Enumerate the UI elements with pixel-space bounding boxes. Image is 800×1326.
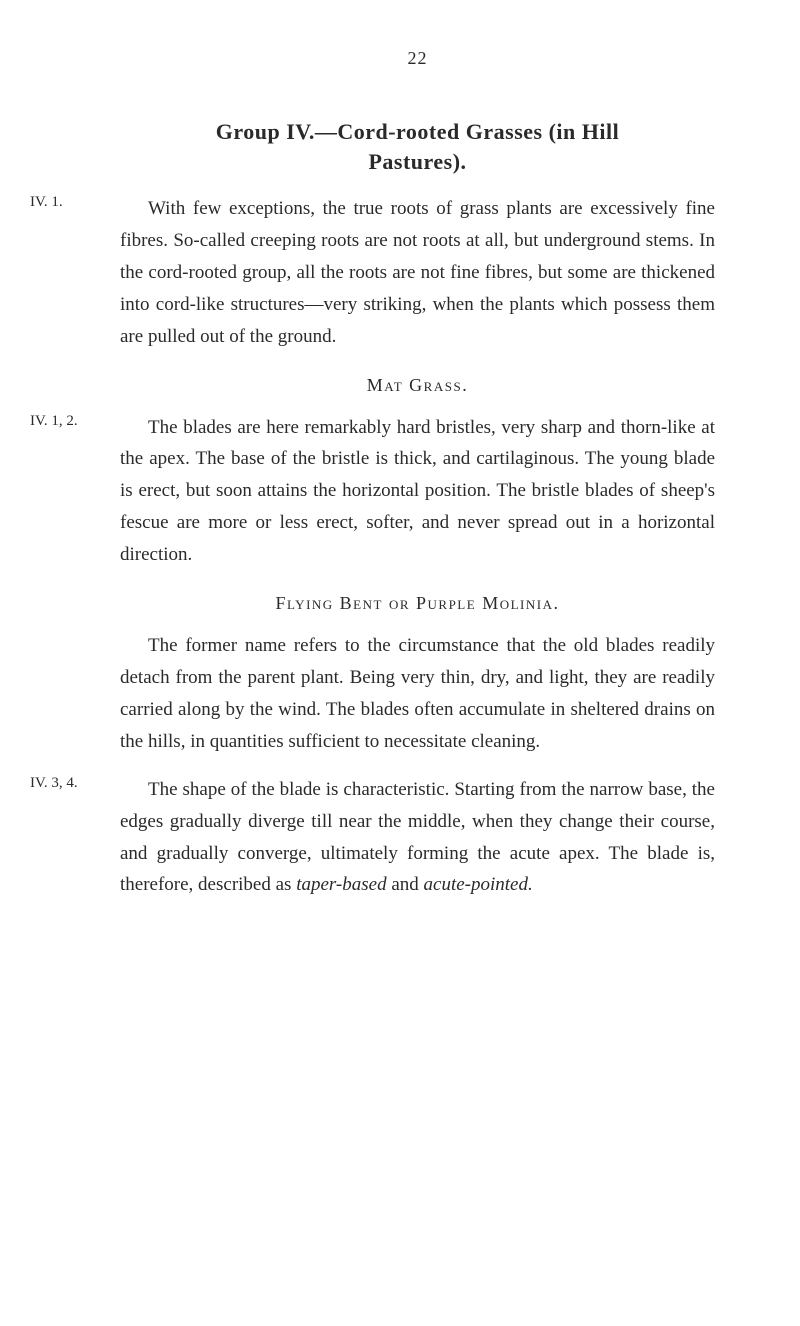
paragraph-4: IV. 3, 4. The shape of the blade is char… [120, 774, 715, 902]
margin-note-3: IV. 3, 4. [30, 774, 100, 792]
paragraph-2-text: The blades are here remarkably hard bris… [120, 417, 715, 566]
group-subtitle: Pastures). [120, 149, 715, 175]
paragraph-1: IV. 1. With few exceptions, the true roo… [120, 193, 715, 353]
paragraph-2: IV. 1, 2. The blades are here remarkably… [120, 412, 715, 572]
paragraph-4-italic-2: acute-pointed. [424, 874, 533, 895]
margin-note-2: IV. 1, 2. [30, 412, 100, 430]
group-title: Group IV.—Cord-rooted Grasses (in Hill [120, 119, 715, 145]
page-number: 22 [120, 48, 715, 69]
paragraph-3-text: The former name refers to the circumstan… [120, 635, 715, 752]
paragraph-4-text-2: and [387, 874, 424, 895]
paragraph-1-text: With few exceptions, the true roots of g… [120, 198, 715, 347]
paragraph-4-italic-1: taper-based [296, 874, 386, 895]
heading-flying-bent: Flying Bent or Purple Molinia. [120, 593, 715, 614]
heading-mat-grass: Mat Grass. [120, 375, 715, 396]
paragraph-3: The former name refers to the circumstan… [120, 630, 715, 758]
margin-note-1: IV. 1. [30, 193, 100, 211]
